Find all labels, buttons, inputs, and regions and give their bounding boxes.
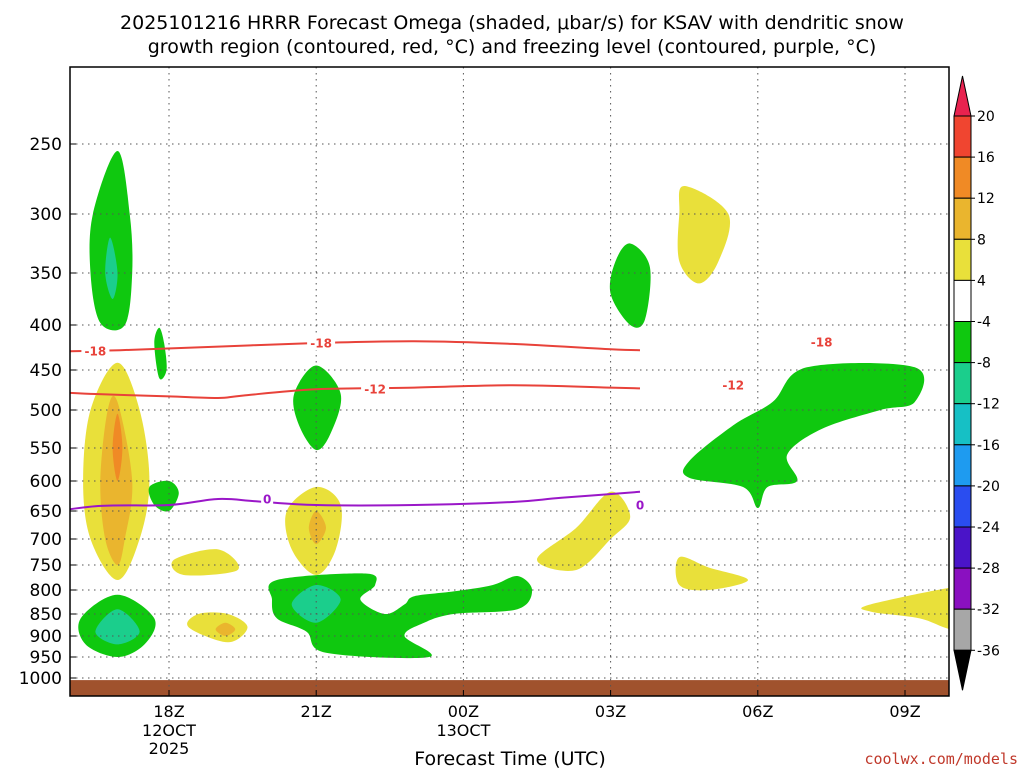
ground-bar [70,680,949,696]
y-tick-label: 500 [30,401,62,421]
y-tick-label: 350 [30,264,62,284]
x-tick-label: 00Z [448,702,479,721]
contour-label-bg [261,492,274,506]
colorbar-bin [953,362,972,405]
x-tick-label: 06Z [742,702,773,721]
colorbar-label: -4 [977,315,991,331]
contour-label: -12 [722,379,744,393]
contour-label: -18 [811,336,833,350]
omega-region [215,622,236,636]
colorbar-label: -36 [977,643,1000,659]
colorbar-bin [953,156,972,199]
x-tick-label: 21Z [301,702,332,721]
y-tick-label: 600 [30,472,62,492]
y-tick-label: 750 [30,556,62,576]
omega-region [682,362,925,508]
y-tick-label: 250 [30,135,62,155]
omega-region [100,395,133,565]
colorbar-bin [953,485,972,528]
y-tick-label: 850 [30,605,62,625]
colorbar-label: -8 [977,356,991,372]
colorbar-bin [953,608,972,651]
colorbar-bottom-arrow [953,649,972,691]
contour-label-bg [307,336,336,350]
plot-inner: -18 -18 -18 -12 -12 0 0 [70,67,949,696]
omega-region [308,511,326,545]
omega-region [105,237,118,299]
contour-label-bg [634,498,647,512]
credit-text: coolwx.com/models [864,750,1018,768]
y-tick-label: 950 [30,648,62,668]
x-tick-label: 09Z [889,702,920,721]
colorbar-bin [953,197,972,240]
contour-label: 0 [636,499,644,513]
colorbar-bin [953,238,972,281]
contour-line [70,340,641,353]
colorbar-label: -16 [977,438,1000,454]
colorbar-label: 16 [977,150,995,166]
chart-title-line2: growth region (contoured, red, °C) and f… [148,36,877,58]
colorbar-top-arrow [953,75,972,117]
colorbar-label: 4 [977,273,986,289]
y-tick-label: 400 [30,316,62,336]
x-tick-sublabel: 12OCT [142,721,196,740]
y-tick-label: 650 [30,502,62,522]
colorbar-bin [953,279,972,322]
colorbar-label: -28 [977,561,1000,577]
colorbar-label: -32 [977,602,1000,618]
y-tick-label: 800 [30,581,62,601]
chart-title-line1: 2025101216 HRRR Forecast Omega (shaded, … [120,12,904,34]
colorbar-label: 20 [977,109,995,125]
plot-frame [69,66,950,697]
colorbar-label: -12 [977,397,1000,413]
colorbar-bin [953,526,972,569]
y-tick-label: 1000 [19,669,62,689]
colorbar-label: 12 [977,191,995,207]
contour-label-bg [81,344,110,359]
contour-label: -12 [364,383,386,397]
contour-label: -18 [85,345,107,359]
y-tick-label: 450 [30,361,62,381]
colorbar-label: -24 [977,520,1000,536]
omega-region [609,243,651,328]
y-tick-label: 550 [30,439,62,459]
x-tick-label: 18Z [153,702,184,721]
colorbar-bin [953,403,972,446]
x-axis-label: Forecast Time (UTC) [414,748,605,768]
contour-label-bg [807,335,836,350]
contour-label: 0 [263,493,271,507]
colorbar-bin [953,444,972,487]
colorbar-bin [953,321,972,364]
omega-region [148,480,179,512]
omega-region [171,549,239,576]
y-tick-label: 900 [30,627,62,647]
y-tick-label: 300 [30,205,62,225]
x-tick-label: 03Z [595,702,626,721]
omega-region [537,491,631,571]
colorbar-bin [953,115,972,158]
omega-region [677,186,731,284]
omega-region [675,556,748,591]
omega-region [291,584,341,623]
contour-line [70,490,641,511]
omega-region [293,365,342,451]
plot-area: -18 -18 -18 -12 -12 0 0 250 300 350 400 450 500 550 60… [19,66,1000,758]
y-tick-label: 700 [30,530,62,550]
contour-line [70,384,641,400]
colorbar-bin [953,567,972,610]
x-tick-sublabel: 13OCT [436,721,490,740]
colorbar-label: -20 [977,479,1000,495]
omega-region [112,413,123,481]
omega-region [154,327,167,380]
x-tick-sublabel: 2025 [149,739,190,758]
contour-label-bg [361,382,390,397]
colorbar-label: 8 [977,232,986,248]
contour-label-bg [719,378,748,393]
contour-label: -18 [310,337,332,351]
